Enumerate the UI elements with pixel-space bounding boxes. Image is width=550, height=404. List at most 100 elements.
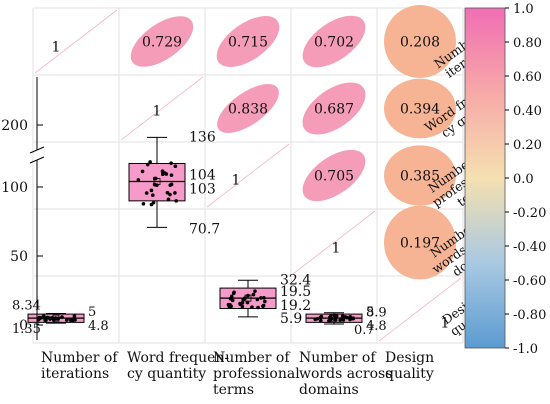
correlation-value: 0.705 [314, 169, 354, 185]
data-point [140, 169, 145, 174]
data-point [226, 302, 231, 307]
box-stat-label: 8.34 [12, 298, 41, 313]
data-point [148, 160, 152, 164]
data-point [153, 176, 158, 181]
correlation-value: 0.838 [228, 102, 268, 118]
x-axis-label: Design [385, 350, 434, 366]
data-point [145, 162, 150, 167]
diagonal-line [378, 277, 462, 342]
x-axis-label: Number of [213, 350, 291, 366]
axis-break-mark [29, 146, 45, 154]
data-point [246, 293, 250, 298]
data-point [255, 297, 260, 302]
axis-break-mark [29, 156, 45, 164]
colorbar-tick-label: -1.0 [513, 342, 538, 357]
diagonal-value: 1 [441, 316, 450, 332]
data-point [230, 298, 235, 303]
box-stat-label: 136 [189, 129, 216, 145]
box-stat-label: 19.2 [280, 298, 311, 314]
data-point [348, 317, 352, 322]
box-stat-label: 4.8 [366, 319, 387, 334]
diagonal-value: 1 [332, 241, 341, 257]
diagonal-line [206, 143, 290, 208]
y-tick-label: 200 [1, 118, 28, 134]
data-point [43, 318, 47, 322]
data-point [149, 202, 154, 207]
box-stat-label: 4.8 [88, 319, 109, 334]
boxplots: 8.34 54.81.3513610410370.732.419.519.25.9… [12, 129, 387, 338]
diagonal-value: 1 [232, 173, 241, 189]
data-point [250, 305, 254, 309]
data-point [261, 303, 266, 308]
colorbar-tick-label: 0.60 [513, 70, 542, 85]
data-point [50, 316, 54, 320]
colorbar: 1.0 0.80 0.60 0.40 0.20 0.0 -0.20 -0.40 -0.60 -0.… [464, 2, 546, 357]
data-point [69, 317, 73, 322]
correlation-ellipse [384, 4, 456, 79]
data-point [173, 164, 178, 169]
x-axis-label: Number of [299, 350, 377, 366]
correlation-ellipse [302, 82, 366, 135]
box-stat-label: 0.7 [354, 323, 375, 338]
colorbar-tick-label: -0.20 [513, 206, 546, 221]
box-stat-label: 103 [189, 181, 216, 197]
colorbar-rect [464, 7, 506, 349]
box-stat-label: 5 [366, 305, 374, 320]
x-axis-label: professional [213, 366, 300, 382]
data-point [245, 300, 250, 305]
box-stat-label: 32.4 [280, 272, 311, 288]
data-point [351, 316, 356, 321]
data-point [262, 296, 266, 300]
data-point [341, 318, 346, 322]
data-point [38, 316, 42, 321]
correlation-ellipse [384, 78, 456, 139]
diagonal-line [34, 9, 118, 74]
colorbar-tick-label: 0.20 [513, 138, 542, 153]
data-point [256, 305, 260, 310]
data-point [253, 289, 257, 293]
y-tick-label: 50 [10, 249, 28, 265]
diagonal-line [120, 76, 204, 141]
correlation-ellipse [130, 16, 194, 67]
box-stat-label: 1.35 [12, 322, 41, 337]
data-point [231, 291, 236, 296]
diagonal-value: 1 [52, 40, 61, 56]
x-axis-label: cy quantity [127, 366, 206, 382]
colorbar-tick-label: -0.40 [513, 240, 546, 255]
data-point [174, 199, 179, 203]
data-point [169, 161, 173, 165]
box-stat-label: 70.7 [189, 221, 220, 237]
data-point [243, 296, 247, 300]
colorbar-tick-label: -0.60 [513, 274, 546, 289]
x-axis-label: Number of [41, 350, 119, 366]
data-point [328, 317, 333, 322]
data-point [238, 302, 243, 307]
data-point [313, 317, 318, 322]
box-stat-label: 5 [88, 305, 96, 320]
box-stat-label: 19.5 [280, 284, 311, 300]
data-point [169, 173, 174, 177]
colorbar-tick-label: 0.0 [513, 172, 534, 187]
correlation-ellipse [302, 149, 366, 202]
matrix-grid [32, 7, 464, 344]
y-tick-label: 100 [1, 180, 28, 196]
x-axis-label: Word frequen- [127, 350, 229, 366]
data-point [334, 314, 339, 318]
data-point [229, 294, 234, 299]
correlation-ellipse [216, 16, 280, 67]
x-axis-label: terms [213, 382, 254, 398]
correlation-ellipse [384, 205, 456, 280]
x-axis-label: domains [299, 382, 359, 398]
colorbar-tick-label: 1.0 [513, 2, 534, 17]
correlation-value: 0.702 [314, 35, 354, 51]
data-point [151, 193, 155, 198]
correlation-value: 0.208 [400, 35, 440, 51]
data-point [165, 190, 170, 195]
correlation-ellipse [217, 84, 279, 133]
data-point [319, 314, 324, 319]
data-point [144, 191, 149, 195]
correlation-value: 0.197 [400, 236, 440, 252]
data-point [169, 182, 174, 187]
